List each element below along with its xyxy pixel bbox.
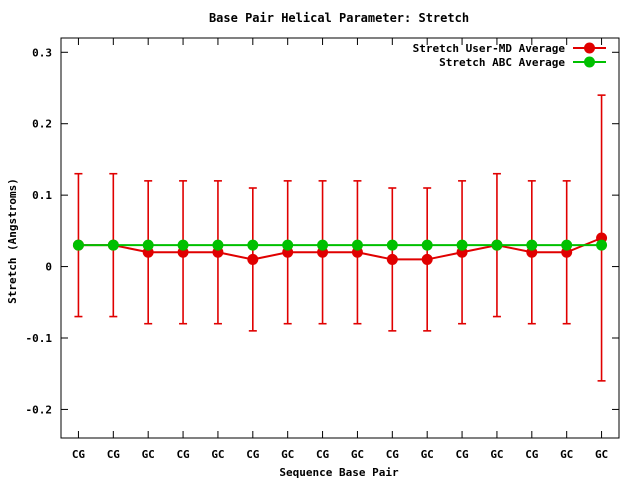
plot-frame (60, 37, 620, 439)
y-tick-label: 0.3 (32, 46, 52, 59)
x-tick-label: GC (595, 448, 608, 461)
x-tick-label: CG (525, 448, 539, 461)
legend-marker (584, 56, 595, 68)
abc-point (351, 239, 363, 251)
y-axis-label: Stretch (Angstroms) (6, 178, 19, 304)
abc-point (596, 239, 608, 251)
y-tick-label: -0.1 (26, 332, 53, 345)
x-tick-label: GC (490, 448, 503, 461)
abc-point (177, 239, 189, 251)
user-md-point (421, 253, 433, 265)
abc-point (72, 239, 84, 251)
legend-label: Stretch User-MD Average (413, 42, 566, 55)
abc-point (421, 239, 433, 251)
x-axis-label: Sequence Base Pair (279, 466, 399, 479)
x-tick-label: CG (176, 448, 190, 461)
x-tick-label: CG (455, 448, 469, 461)
x-tick-label: GC (560, 448, 573, 461)
x-tick-label: GC (211, 448, 224, 461)
axes: -0.2 -0.1 0 0.1 0.2 0.3 CG CG GC CG GC CG GC CG GC CG GC… (26, 37, 620, 461)
chart-title: Base Pair Helical Parameter: Stretch (209, 11, 469, 25)
abc-point (526, 239, 538, 251)
user-md-point (247, 253, 259, 265)
y-tick-label: 0.1 (32, 189, 52, 202)
y-tick-label: 0.2 (32, 118, 52, 131)
x-tick-label: CG (316, 448, 330, 461)
x-tick-label: CG (386, 448, 400, 461)
abc-point (247, 239, 259, 251)
legend-label: Stretch ABC Average (439, 56, 565, 69)
user-md-line (78, 237, 602, 261)
abc-point (107, 239, 119, 251)
abc-point (142, 239, 154, 251)
x-tick-label: GC (421, 448, 434, 461)
abc-point (491, 239, 503, 251)
abc-point (561, 239, 573, 251)
abc-point (212, 239, 224, 251)
y-tick-label: -0.2 (26, 403, 53, 416)
user-md-point (386, 253, 398, 265)
abc-point (456, 239, 468, 251)
y-tick-label: 0 (45, 261, 52, 274)
abc-point (386, 239, 398, 251)
x-tick-label: GC (351, 448, 364, 461)
legend-marker (584, 42, 595, 54)
abc-point (282, 239, 294, 251)
x-tick-label: GC (281, 448, 294, 461)
abc-point (317, 239, 329, 251)
x-tick-label: GC (142, 448, 155, 461)
series-layer (72, 94, 608, 382)
x-tick-label: CG (72, 448, 86, 461)
x-tick-label: CG (246, 448, 260, 461)
x-tick-label: CG (107, 448, 121, 461)
